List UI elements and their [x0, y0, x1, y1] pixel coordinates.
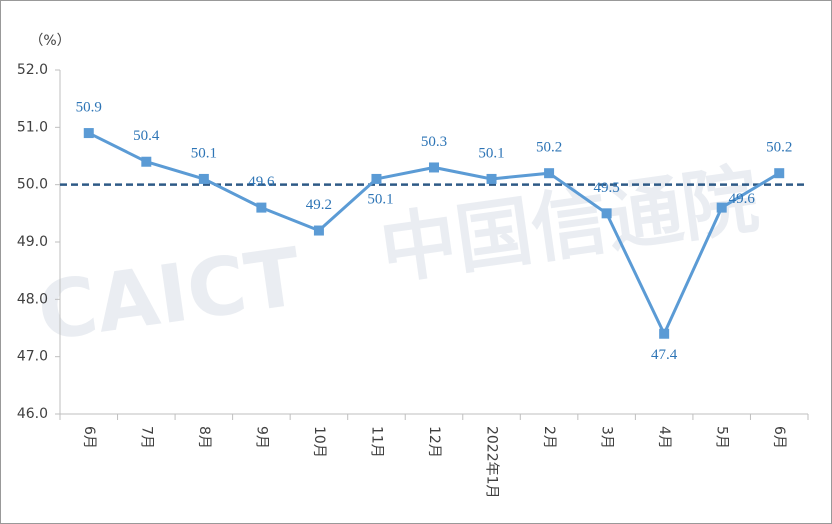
marker: [774, 168, 785, 179]
x-tick-label: 6月: [81, 426, 97, 449]
data-label: 50.2: [766, 140, 792, 156]
x-tick-label: 6月: [771, 426, 787, 449]
marker: [256, 202, 267, 213]
marker: [371, 173, 382, 184]
x-tick-label: 2月: [541, 426, 557, 449]
marker: [716, 202, 727, 213]
x-tick-label: 9月: [253, 426, 269, 449]
marker: [141, 156, 152, 167]
x-tick-label: 4月: [656, 426, 672, 449]
y-tick-label: 46.0: [17, 406, 48, 422]
data-label: 49.5: [593, 180, 619, 196]
marker: [659, 328, 670, 339]
y-tick-label: 52.0: [17, 62, 48, 78]
data-label: 50.1: [367, 191, 393, 207]
data-label: 47.4: [651, 347, 678, 363]
marker: [429, 162, 439, 173]
data-label: 50.1: [191, 145, 217, 161]
data-label: 50.2: [536, 140, 562, 156]
marker: [83, 128, 94, 139]
y-tick-label: 50.0: [17, 177, 48, 193]
data-label: 49.2: [306, 197, 332, 213]
y-axis-label: （%）: [29, 33, 70, 49]
x-tick-label: 2022年1月: [484, 426, 500, 499]
marker: [313, 225, 324, 236]
x-tick-label: 5月: [714, 426, 730, 449]
marker: [486, 173, 497, 184]
marker: [601, 208, 612, 219]
data-label: 49.6: [248, 174, 275, 190]
data-label: 50.1: [478, 145, 504, 161]
y-tick-label: 48.0: [17, 291, 48, 307]
data-label: 50.4: [133, 128, 160, 144]
y-tick-label: 49.0: [17, 234, 48, 250]
data-label: 50.9: [76, 100, 102, 116]
x-tick-label: 8月: [196, 426, 212, 449]
x-tick-label: 12月: [426, 426, 442, 458]
x-tick-label: 3月: [599, 426, 615, 449]
x-tick-label: 11月: [368, 426, 384, 458]
data-label: 50.3: [421, 134, 447, 150]
x-tick-label: 10月: [311, 426, 327, 458]
marker: [544, 168, 555, 179]
y-tick-label: 51.0: [17, 119, 48, 135]
data-label: 49.6: [729, 191, 756, 207]
marker: [198, 173, 209, 184]
y-tick-label: 47.0: [17, 349, 48, 365]
x-tick-label: 7月: [138, 426, 154, 449]
